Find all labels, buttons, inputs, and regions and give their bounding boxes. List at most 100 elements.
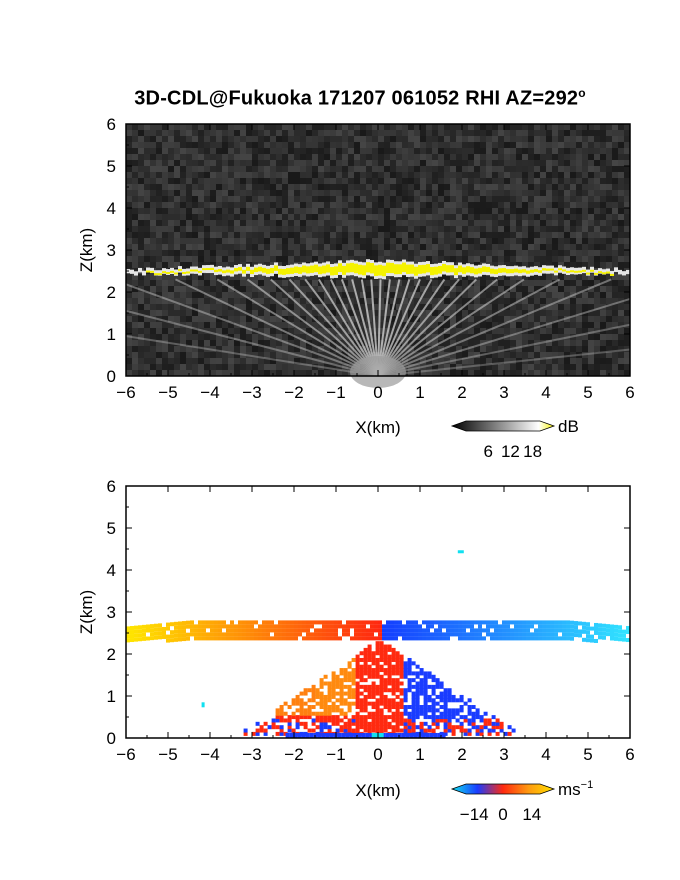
intensity-noise-cell — [486, 352, 492, 358]
velocity-cell — [578, 633, 582, 638]
intensity-noise-cell — [462, 184, 468, 190]
intensity-noise-cell — [516, 370, 522, 376]
velocity-cell — [502, 636, 506, 641]
intensity-noise-cell — [498, 370, 504, 376]
velocity-cell — [486, 628, 490, 633]
intensity-noise-cell — [492, 160, 498, 166]
intensity-noise-cell — [138, 154, 144, 160]
velocity-cell — [142, 624, 146, 629]
intensity-noise-cell — [186, 232, 192, 238]
intensity-noise-cell — [462, 172, 468, 178]
intensity-noise-cell — [264, 154, 270, 160]
intensity-noise-cell — [354, 208, 360, 214]
intensity-noise-cell — [336, 220, 342, 226]
intensity-noise-cell — [144, 364, 150, 370]
intensity-noise-cell — [612, 340, 618, 346]
intensity-layer-core — [402, 262, 406, 273]
intensity-noise-cell — [144, 358, 150, 364]
intensity-noise-cell — [204, 178, 210, 184]
velocity-cell — [375, 641, 380, 646]
intensity-noise-cell — [606, 316, 612, 322]
intensity-layer-core — [194, 269, 198, 272]
velocity-cell — [202, 628, 206, 633]
velocity-cell — [387, 657, 392, 662]
intensity-noise-cell — [132, 160, 138, 166]
velocity-cell — [395, 651, 400, 656]
intensity-noise-cell — [324, 364, 330, 370]
intensity-plot-frame — [125, 123, 631, 377]
velocity-cell — [319, 718, 324, 723]
intensity-noise-cell — [438, 274, 444, 280]
intensity-noise-cell — [522, 124, 528, 130]
intensity-noise-cell — [612, 286, 618, 292]
intensity-noise-cell — [540, 142, 546, 148]
velocity-cell — [394, 624, 398, 629]
intensity-noise-cell — [534, 250, 540, 256]
intensity-noise-cell — [594, 124, 600, 130]
intensity-noise-cell — [576, 142, 582, 148]
velocity-cell — [287, 715, 292, 720]
intensity-noise-cell — [270, 160, 276, 166]
intensity-noise-cell — [240, 298, 246, 304]
intensity-noise-cell — [282, 250, 288, 256]
intensity-noise-cell — [192, 226, 198, 232]
intensity-noise-cell — [624, 238, 630, 244]
intensity-noise-cell — [534, 310, 540, 316]
intensity-noise-cell — [396, 220, 402, 226]
intensity-noise-cell — [198, 256, 204, 262]
intensity-noise-cell — [606, 310, 612, 316]
intensity-noise-cell — [534, 316, 540, 322]
velocity-cell — [386, 632, 390, 637]
velocity-cell — [162, 630, 166, 635]
velocity-cell — [295, 715, 300, 720]
velocity-cell — [347, 674, 352, 679]
intensity-noise-cell — [468, 292, 474, 298]
intensity-noise-cell — [174, 310, 180, 316]
velocity-cell — [339, 725, 344, 730]
intensity-noise-cell — [582, 166, 588, 172]
intensity-noise-cell — [324, 184, 330, 190]
velocity-cell — [542, 632, 546, 637]
intensity-noise-cell — [240, 148, 246, 154]
intensity-noise-cell — [156, 232, 162, 238]
intensity-noise-cell — [378, 142, 384, 148]
intensity-noise-cell — [222, 196, 228, 202]
intensity-noise-cell — [168, 214, 174, 220]
velocity-cell — [354, 636, 358, 641]
intensity-noise-cell — [480, 190, 486, 196]
intensity-noise-cell — [492, 292, 498, 298]
intensity-noise-cell — [132, 196, 138, 202]
intensity-layer-core — [510, 269, 514, 274]
intensity-noise-cell — [564, 244, 570, 250]
intensity-beam-ray — [125, 283, 379, 377]
intensity-noise-cell — [222, 292, 228, 298]
intensity-noise-cell — [306, 238, 312, 244]
velocity-cell — [250, 632, 254, 637]
intensity-noise-cell — [582, 286, 588, 292]
intensity-noise-cell — [504, 322, 510, 328]
velocity-cell — [363, 701, 368, 706]
velocity-cell — [134, 637, 138, 642]
intensity-noise-cell — [498, 196, 504, 202]
intensity-noise-cell — [498, 298, 504, 304]
intensity-noise-cell — [588, 214, 594, 220]
intensity-noise-cell — [198, 250, 204, 256]
intensity-noise-cell — [510, 160, 516, 166]
intensity-noise-cell — [534, 274, 540, 280]
velocity-cell — [311, 684, 316, 689]
velocity-cell — [295, 694, 300, 699]
velocity-cell — [263, 728, 268, 733]
intensity-noise-cell — [276, 256, 282, 262]
intensity-noise-cell — [300, 322, 306, 328]
intensity-noise-cell — [216, 214, 222, 220]
intensity-noise-cell — [264, 166, 270, 172]
intensity-noise-cell — [438, 316, 444, 322]
intensity-noise-cell — [234, 292, 240, 298]
velocity-cell — [506, 628, 510, 633]
intensity-noise-cell — [312, 232, 318, 238]
intensity-noise-cell — [498, 220, 504, 226]
intensity-noise-cell — [468, 328, 474, 334]
intensity-noise-cell — [342, 160, 348, 166]
intensity-noise-cell — [270, 196, 276, 202]
intensity-noise-cell — [426, 220, 432, 226]
